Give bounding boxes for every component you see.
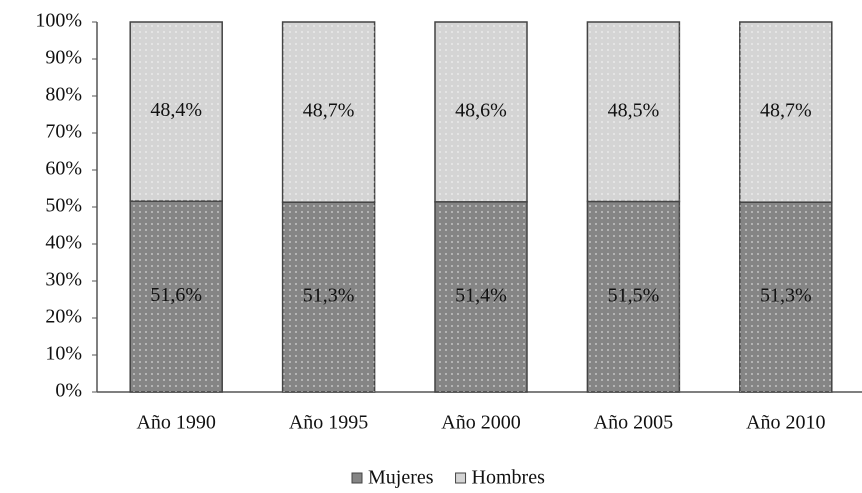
data-label: 51,5% xyxy=(608,284,660,306)
x-tick-label: Año 2005 xyxy=(594,412,673,434)
y-tick-label: 80% xyxy=(45,84,82,106)
data-label: 48,6% xyxy=(455,100,507,122)
bar-texture xyxy=(130,22,223,202)
y-tick-label: 70% xyxy=(45,121,82,143)
y-tick-label: 10% xyxy=(45,343,82,365)
data-label: 48,7% xyxy=(760,100,812,122)
bar-texture xyxy=(435,201,527,392)
x-tick-label: Año 2000 xyxy=(441,412,520,434)
x-tick-label: Año 1995 xyxy=(289,412,368,434)
bar-texture xyxy=(435,22,527,202)
legend-swatch xyxy=(455,472,467,484)
bar-texture xyxy=(739,202,832,392)
bar-texture xyxy=(282,22,375,203)
y-tick-label: 100% xyxy=(35,10,82,32)
bar-texture xyxy=(130,201,223,392)
bar-texture xyxy=(739,22,832,203)
y-tick-label: 50% xyxy=(45,195,82,217)
data-label: 51,3% xyxy=(760,285,812,307)
legend-label: Hombres xyxy=(472,467,546,489)
y-tick-label: 0% xyxy=(55,380,82,402)
y-tick-label: 30% xyxy=(45,269,82,291)
x-tick-label: Año 2010 xyxy=(746,412,825,434)
y-tick-label: 20% xyxy=(45,306,82,328)
bar-texture xyxy=(282,202,375,392)
data-label: 51,4% xyxy=(455,285,507,307)
legend-label: Mujeres xyxy=(368,467,434,489)
y-tick-label: 60% xyxy=(45,158,82,180)
legend-swatch xyxy=(351,472,363,484)
data-label: 48,7% xyxy=(303,100,355,122)
data-label: 51,6% xyxy=(150,284,202,306)
data-label: 51,3% xyxy=(303,285,355,307)
data-label: 48,5% xyxy=(608,99,660,121)
y-tick-label: 90% xyxy=(45,47,82,69)
bar-texture xyxy=(587,201,680,392)
x-tick-label: Año 1990 xyxy=(136,412,215,434)
bar-texture xyxy=(587,22,680,202)
y-tick-label: 40% xyxy=(45,232,82,254)
data-label: 48,4% xyxy=(150,99,202,121)
